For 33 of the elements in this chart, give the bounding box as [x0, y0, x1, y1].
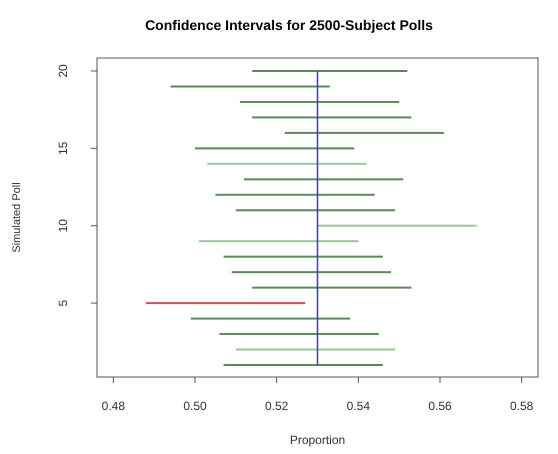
y-tick-label: 20 [56, 64, 70, 78]
bar [146, 302, 306, 304]
y-tick-label: 5 [56, 299, 70, 306]
bar [170, 85, 330, 88]
bar [236, 348, 396, 351]
bar [224, 364, 383, 366]
bar [199, 240, 358, 242]
x-tick-label: 0.58 [510, 399, 534, 413]
x-tick-label: 0.52 [264, 399, 289, 413]
chart-title: Confidence Intervals for 2500-Subject Polls [145, 17, 434, 33]
bar [284, 132, 444, 134]
bar [240, 100, 400, 103]
y-tick-label: 10 [56, 218, 70, 232]
y-tick-label: 15 [56, 141, 70, 156]
bar [207, 162, 366, 165]
bar [252, 286, 412, 289]
bar [195, 147, 354, 150]
bar [244, 178, 404, 180]
bar [252, 116, 412, 118]
bar [215, 194, 375, 196]
y-axis-title: Simulated Poll [11, 182, 23, 253]
bar [224, 256, 383, 258]
bar [232, 271, 391, 274]
bar [236, 209, 396, 212]
bar [318, 224, 477, 227]
bar [220, 333, 379, 336]
x-tick-label: 0.54 [346, 399, 370, 413]
bar [190, 318, 350, 320]
bar [252, 70, 408, 72]
x-axis-title: Proportion [290, 433, 346, 447]
x-tick-label: 0.50 [183, 399, 207, 413]
x-tick-label: 0.48 [102, 399, 126, 413]
x-tick-label: 0.56 [428, 399, 452, 413]
